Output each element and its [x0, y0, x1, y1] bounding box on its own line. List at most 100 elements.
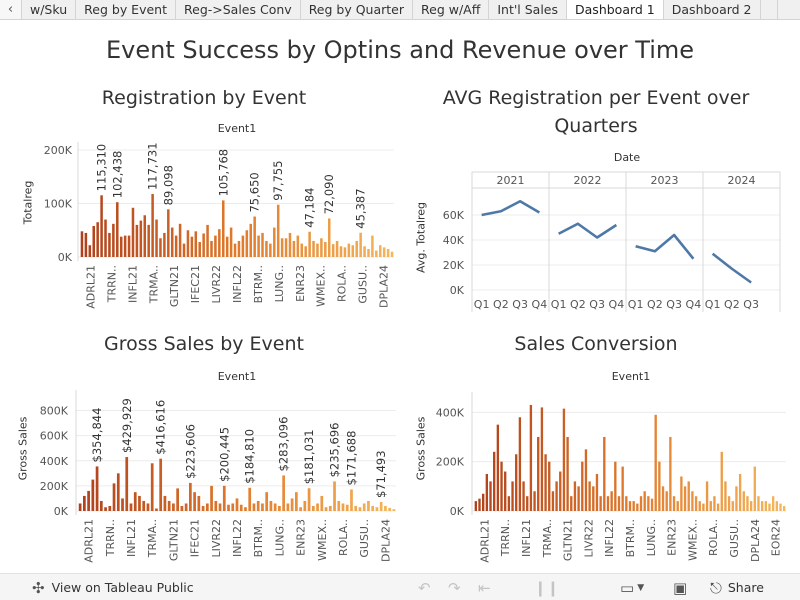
quarter-label: Q4	[686, 298, 702, 311]
bar	[705, 481, 709, 511]
bar	[143, 215, 147, 257]
bar	[178, 223, 182, 257]
tab-dashboard-1[interactable]: Dashboard 1	[567, 0, 664, 19]
x-category-label: TRMA..	[146, 519, 159, 558]
avg-sheet-title-line2: Quarters	[554, 115, 638, 137]
y-tick-label: 0K	[450, 505, 465, 518]
bar	[606, 496, 610, 511]
x-category-label: LIVR22	[582, 519, 595, 558]
bar	[347, 243, 351, 257]
bar	[551, 491, 555, 511]
bar	[146, 503, 150, 511]
bar	[328, 505, 332, 511]
bar-data-label: 45,387	[354, 188, 368, 228]
tab-reg-by-quarter[interactable]: Reg by Quarter	[300, 0, 414, 19]
bar	[231, 503, 235, 511]
bar	[367, 500, 370, 511]
x-category-label: WMEX..	[686, 519, 699, 561]
gross-bar-chart[interactable]: 0K 200K 400K 600K 800K $354,844 $429,929 $416,6…	[20, 380, 400, 570]
bar-data-label: 105,768	[216, 149, 230, 197]
conv-bar-chart[interactable]: 0K 200K 400K ADRL21 TRRN.. INFL21 TRMA.. GLTN21…	[410, 380, 792, 570]
bar-data-label: 89,098	[161, 165, 175, 205]
bar	[176, 488, 179, 511]
tab-reg-w-aff[interactable]: Reg w/Aff	[413, 0, 490, 19]
bar	[354, 505, 358, 511]
quarter-label: Q4	[532, 298, 548, 311]
series-line-2022	[558, 222, 618, 239]
x-category-label: GUSU..	[357, 265, 370, 304]
bar	[588, 481, 591, 511]
bar	[133, 492, 137, 511]
pause-button[interactable]: ❙❙	[534, 574, 559, 600]
bar	[233, 243, 237, 257]
bar	[174, 235, 178, 257]
bar	[474, 501, 478, 511]
revert-button[interactable]: ⇤	[478, 574, 491, 600]
bar	[485, 474, 489, 511]
bar	[104, 507, 107, 511]
bar	[654, 414, 657, 511]
bar	[112, 483, 116, 511]
x-category-label: LUNG..	[273, 265, 286, 302]
bar	[771, 496, 775, 511]
fullscreen-button[interactable]: ▣	[673, 574, 687, 600]
bar	[720, 451, 723, 511]
tab-dashboard-2[interactable]: Dashboard 2	[663, 0, 761, 19]
reg-bar-chart[interactable]: 0K 100K 200K 115,310 102,438 117,731 89,098 105…	[20, 135, 400, 320]
bar	[343, 247, 347, 257]
bar	[757, 496, 760, 511]
bar	[518, 417, 522, 511]
download-button[interactable]: ▭ ▼	[620, 574, 644, 600]
undo-button[interactable]: ↶	[418, 574, 431, 600]
view-on-tableau-public-link[interactable]: ✣ View on Tableau Public	[32, 574, 194, 600]
quarter-label: Q2	[724, 298, 740, 311]
download-icon: ▭	[620, 578, 635, 597]
x-category-label: TRRN..	[104, 519, 117, 557]
bar	[320, 238, 323, 257]
x-category-label: ENR23	[295, 519, 308, 556]
bar	[603, 437, 606, 511]
bar-data-label: 115,310	[95, 144, 109, 192]
bar	[151, 194, 154, 257]
y-tick-label: 100K	[44, 198, 73, 211]
bar	[753, 466, 756, 511]
x-category-label: GLTN21	[168, 265, 181, 307]
x-category-label: WMEX..	[315, 265, 328, 307]
bar	[78, 503, 82, 511]
tab-scroll-left-button[interactable]: ‹	[0, 0, 22, 19]
bar	[500, 461, 503, 511]
bar	[170, 227, 174, 257]
tab-intl-sales[interactable]: Int'l Sales	[489, 0, 568, 19]
bar	[768, 503, 771, 511]
bar	[184, 503, 188, 511]
x-category-label: ADRL21	[478, 519, 491, 563]
bar	[121, 498, 124, 511]
share-button[interactable]: ⎋ Share	[710, 574, 764, 600]
bar	[300, 243, 304, 257]
bar-data-label: 75,650	[248, 172, 262, 212]
bar	[222, 200, 225, 257]
x-category-label: INFL22	[231, 265, 244, 303]
tab-reg-sales-conv[interactable]: Reg->Sales Conv	[176, 0, 301, 19]
bar	[566, 437, 569, 511]
tab-w-sku[interactable]: w/Sku	[22, 0, 77, 19]
tab-reg-by-event[interactable]: Reg by Event	[76, 0, 176, 19]
dashboard-title: Event Success by Optins and Revenue over…	[105, 36, 695, 64]
bar	[779, 503, 782, 511]
bar	[379, 502, 383, 511]
bar	[138, 495, 141, 511]
x-category-label: INFL22	[231, 519, 244, 557]
bar	[544, 454, 547, 511]
bar	[222, 485, 226, 511]
tab-overflow[interactable]: ​	[760, 0, 778, 19]
bar	[331, 244, 335, 257]
bar	[147, 224, 150, 257]
bar	[296, 235, 300, 257]
redo-button[interactable]: ↷	[448, 574, 461, 600]
x-category-label: ENR23	[294, 265, 307, 302]
bar	[316, 243, 319, 257]
bar	[709, 501, 712, 511]
bar	[244, 507, 247, 511]
